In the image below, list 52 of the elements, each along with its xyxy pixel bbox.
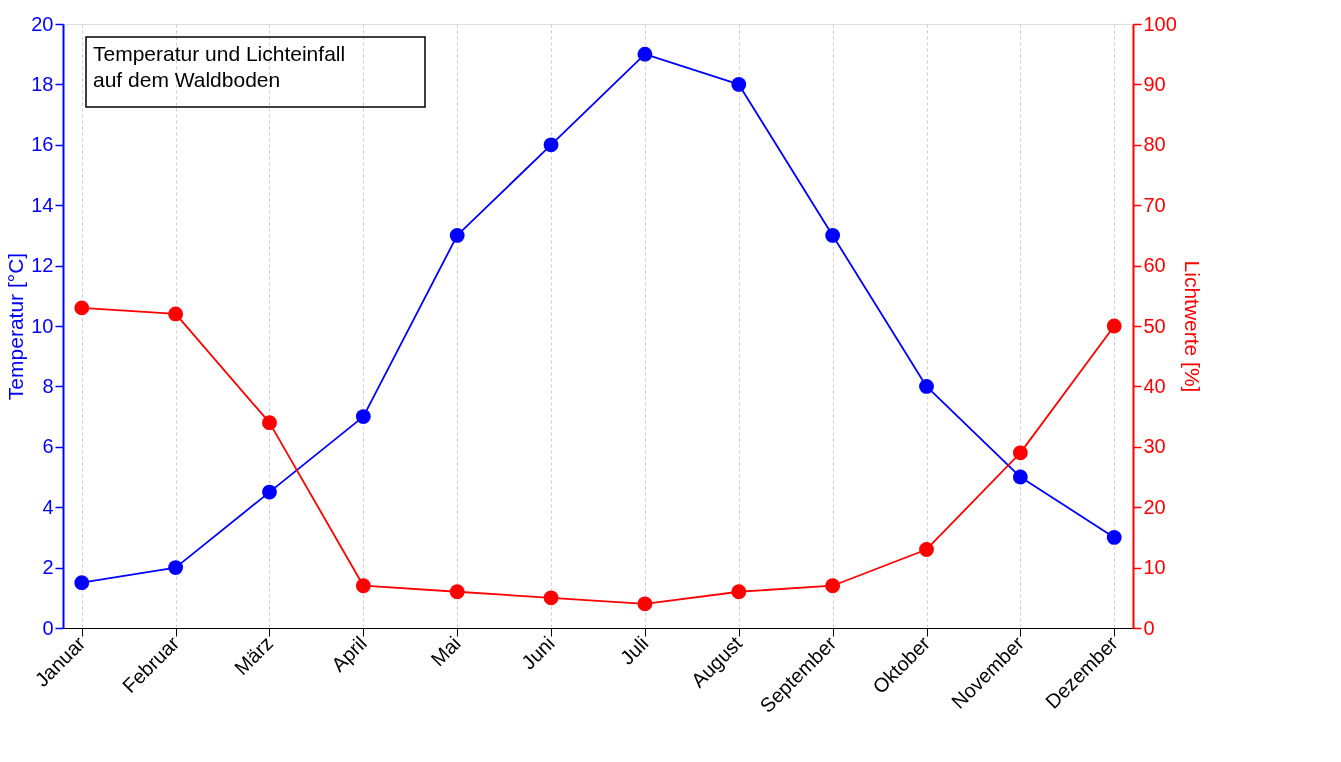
y-tick-label: 8 bbox=[42, 374, 54, 397]
y2-tick-label: 100 bbox=[1143, 12, 1177, 35]
point bbox=[355, 578, 371, 594]
point bbox=[731, 584, 747, 600]
y2-tick-label: 30 bbox=[1143, 435, 1166, 458]
x-tick-label: Juli bbox=[615, 632, 653, 669]
y-tick-label: 20 bbox=[31, 12, 54, 35]
y-tick-label: 2 bbox=[42, 556, 54, 579]
y2-tick-label: 60 bbox=[1143, 254, 1166, 277]
point bbox=[919, 379, 934, 394]
y2-tick-label: 10 bbox=[1143, 556, 1166, 579]
point bbox=[168, 560, 184, 575]
point bbox=[1012, 445, 1028, 461]
y-tick-label: 10 bbox=[31, 314, 54, 337]
y-axis-title: Temperatur [°C] bbox=[4, 252, 28, 401]
y-tick-label: 12 bbox=[31, 254, 54, 277]
point bbox=[543, 137, 559, 153]
y2-tick-label: 20 bbox=[1143, 495, 1166, 518]
point bbox=[74, 300, 90, 316]
text: Temperatur und Lichteinfall auf dem Waldboden bbox=[93, 42, 346, 91]
y-tick-label: 18 bbox=[31, 72, 54, 95]
point bbox=[168, 306, 184, 322]
point bbox=[74, 575, 90, 591]
x-tick-label: Juni bbox=[517, 632, 559, 674]
y2-tick-label: 50 bbox=[1143, 314, 1166, 337]
point bbox=[449, 584, 465, 600]
point bbox=[449, 228, 465, 243]
point bbox=[1012, 469, 1028, 485]
point bbox=[355, 409, 371, 424]
y2-tick-label: 0 bbox=[1143, 616, 1155, 639]
y-tick-label: 4 bbox=[42, 495, 54, 518]
point bbox=[543, 590, 559, 606]
point bbox=[825, 578, 841, 594]
y2-tick-label: 90 bbox=[1143, 72, 1166, 95]
y-tick-label: 0 bbox=[42, 616, 54, 639]
point bbox=[262, 415, 277, 431]
y-tick-label: 14 bbox=[31, 193, 54, 216]
y2-tick-label: 40 bbox=[1143, 374, 1166, 397]
point bbox=[731, 77, 747, 92]
y-tick-label: 16 bbox=[31, 133, 54, 156]
y2-axis-title: Lichtwerte [%] bbox=[1180, 260, 1204, 393]
point bbox=[825, 228, 841, 243]
point bbox=[262, 484, 277, 500]
point bbox=[637, 596, 653, 612]
y-tick-label: 6 bbox=[42, 435, 54, 458]
y2-tick-label: 70 bbox=[1143, 193, 1166, 216]
point bbox=[919, 542, 934, 557]
x-tick-label: Mai bbox=[426, 632, 465, 671]
point bbox=[1106, 318, 1122, 334]
y2-tick-label: 80 bbox=[1143, 133, 1166, 156]
point bbox=[637, 46, 653, 62]
point bbox=[1106, 530, 1122, 545]
